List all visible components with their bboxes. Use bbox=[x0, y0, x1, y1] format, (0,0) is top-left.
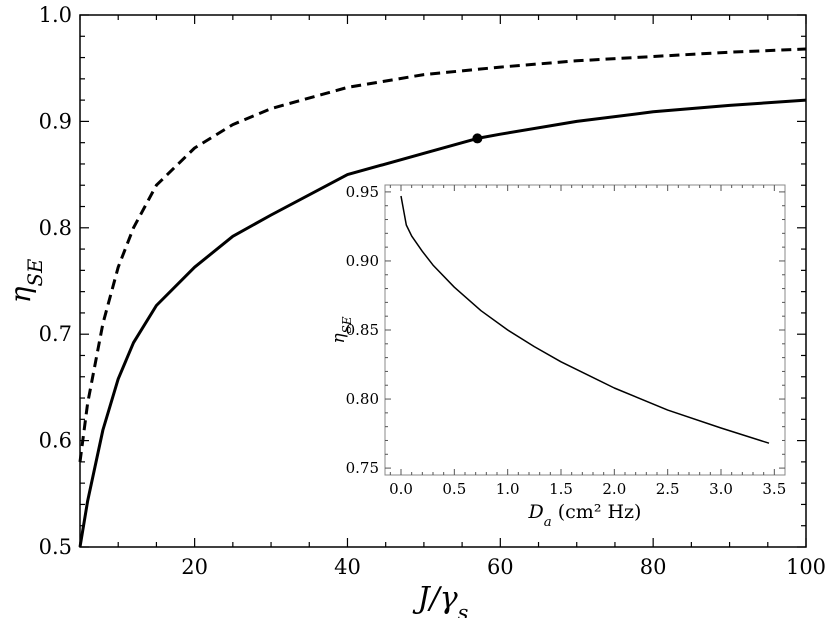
x-tick-label: 60 bbox=[487, 555, 514, 579]
series-solid-line bbox=[78, 98, 807, 548]
inset-x-tick-label: 0.5 bbox=[442, 480, 466, 498]
y-tick-label: 0.8 bbox=[39, 216, 72, 240]
main-plot-frame bbox=[79, 14, 807, 548]
inset-y-tick-label: 0.90 bbox=[346, 252, 379, 270]
x-tick-label: 40 bbox=[334, 555, 361, 579]
inset-tick-group: 0.0 0.5 1.0 1.5 2.0 2.5 3.0 3.5 0.75 0.80 0.85 0.90… bbox=[346, 183, 787, 498]
x-tick-label: 80 bbox=[640, 555, 667, 579]
inset-series-line bbox=[400, 195, 770, 444]
inset-x-tick-label: 0.0 bbox=[389, 480, 413, 498]
inset-x-axis-label: Da (cm² Hz) bbox=[528, 501, 642, 530]
main-chart: 20 40 60 80 100 0.5 0.6 0.7 0.8 0.9 1.0 J/γs ηSE bbox=[4, 3, 826, 618]
inset-x-tick-label: 2.0 bbox=[602, 480, 626, 498]
y-tick-label: 0.7 bbox=[39, 322, 72, 346]
y-tick-label: 0.5 bbox=[39, 535, 72, 559]
x-tick-label: 20 bbox=[181, 555, 208, 579]
main-marker-group bbox=[472, 133, 483, 144]
inset-x-tick-label: 3.0 bbox=[709, 480, 733, 498]
inset-x-tick-label: 3.5 bbox=[762, 480, 786, 498]
inset-y-tick-label: 0.80 bbox=[346, 390, 379, 408]
main-tick-group: 20 40 60 80 100 0.5 0.6 0.7 0.8 0.9 1.0 bbox=[39, 3, 826, 579]
inset-y-tick-label: 0.85 bbox=[346, 321, 379, 339]
y-tick-label: 1.0 bbox=[39, 3, 72, 27]
highlight-point bbox=[472, 133, 483, 144]
main-x-axis-label: J/γs bbox=[412, 581, 469, 618]
inset-x-tick-label: 1.0 bbox=[496, 480, 520, 498]
x-tick-label: 100 bbox=[786, 555, 826, 579]
y-tick-label: 0.6 bbox=[39, 429, 72, 453]
inset-x-tick-label: 1.5 bbox=[549, 480, 573, 498]
inset-y-tick-label: 0.95 bbox=[346, 183, 379, 201]
y-tick-label: 0.9 bbox=[39, 109, 72, 133]
inset-chart: 0.0 0.5 1.0 1.5 2.0 2.5 3.0 3.5 0.75 0.80 0.85 0.90… bbox=[329, 183, 786, 530]
inset-series-group bbox=[400, 195, 770, 444]
inset-y-axis-label: ηSE bbox=[329, 316, 354, 343]
main-series-group bbox=[78, 47, 807, 548]
series-dashed-line bbox=[78, 47, 807, 463]
inset-x-tick-label: 2.5 bbox=[656, 480, 680, 498]
main-y-axis-label: ηSE bbox=[4, 259, 47, 304]
inset-y-tick-label: 0.75 bbox=[346, 459, 379, 477]
